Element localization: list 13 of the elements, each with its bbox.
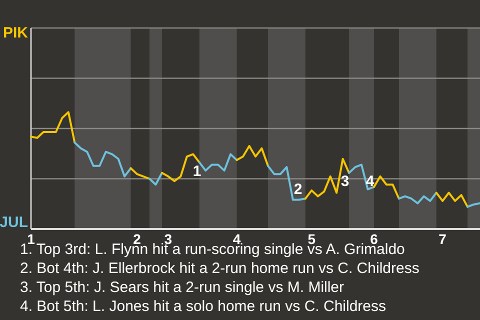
x-tick-label: 5 (308, 231, 316, 247)
x-tick-label: 6 (370, 231, 378, 247)
text: JUL (0, 214, 28, 231)
annotation: 2 (294, 180, 302, 198)
annotation: 4 (366, 172, 375, 190)
text: 3. Top 5th: J. Sears hit a 2-run single vs M. Miller (20, 279, 344, 296)
annotation: 1 (192, 162, 202, 180)
x-tick-label: 2 (133, 231, 142, 247)
annotation: 3 (340, 172, 350, 190)
text: 2. Bot 4th: J. Ellerbrock hit a 2-run home run vs C. Childress (20, 260, 420, 277)
text: PIK (2, 24, 28, 42)
x-tick-label: 7 (438, 231, 447, 247)
text: 4. Bot 5th: L. Jones hit a solo home run vs C. Childress (20, 298, 386, 315)
